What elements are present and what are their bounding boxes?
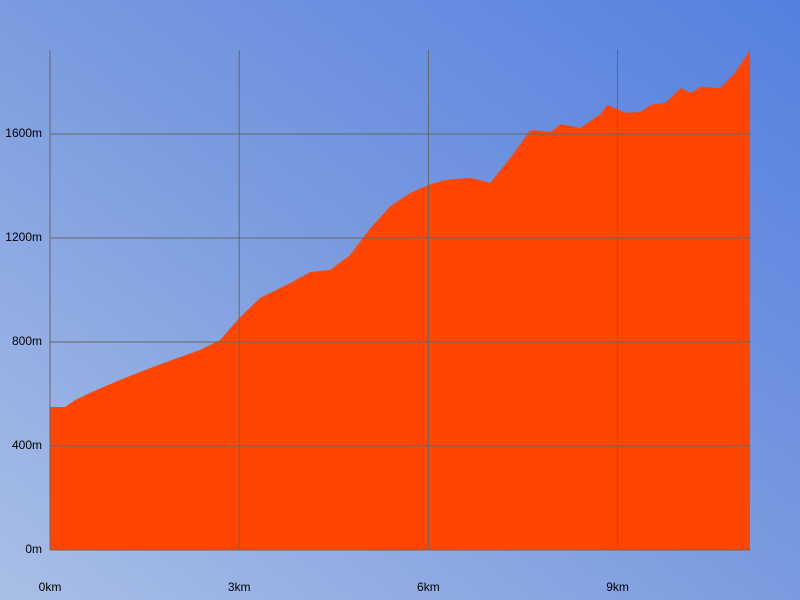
y-tick-label: 400m <box>12 438 42 452</box>
x-tick-label: 6km <box>417 580 440 594</box>
x-tick-label: 9km <box>606 580 629 594</box>
elevation-area <box>50 50 750 550</box>
y-tick-label: 800m <box>12 334 42 348</box>
x-tick-label: 0km <box>39 580 62 594</box>
y-tick-label: 1600m <box>5 126 42 140</box>
x-tick-label: 3km <box>228 580 251 594</box>
y-tick-label: 1200m <box>5 230 42 244</box>
y-tick-label: 0m <box>25 542 42 556</box>
